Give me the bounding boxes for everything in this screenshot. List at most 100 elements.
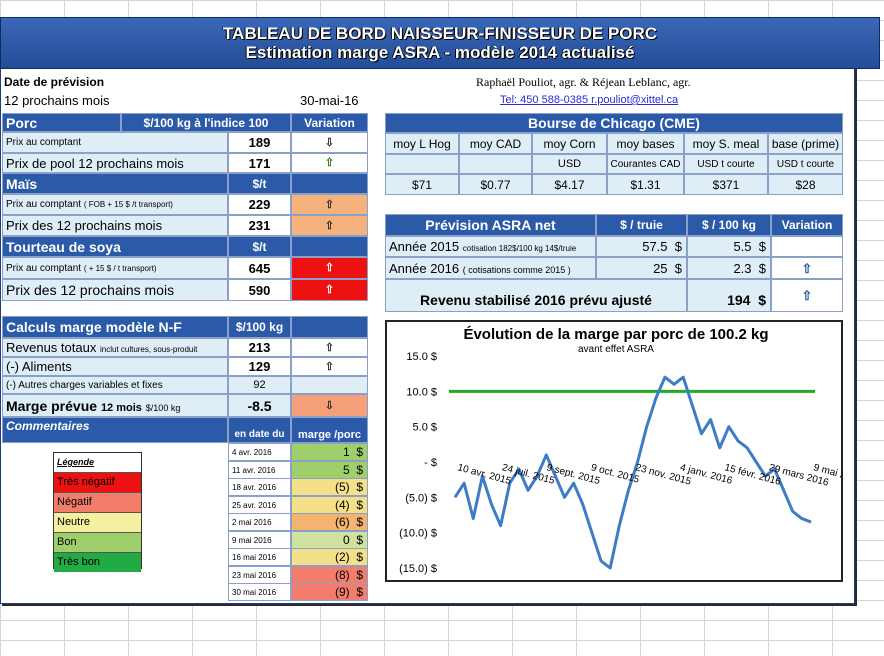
mais-row-value: 229 [228,194,291,215]
down-arrow-icon: ⇩ [291,394,368,417]
comment-row-date: 4 avr. 2016 [228,443,291,461]
asra-row-v2: 5.5 $ [687,236,771,257]
soya-row-note: ( + 15 $ / t transport) [83,264,157,273]
mais-header: Maïs [2,173,228,194]
y-tick-label: - $ [424,457,437,469]
chicago-header: Bourse de Chicago (CME) [385,113,843,133]
mais-header-spacer [291,173,368,194]
up-arrow-icon: ⇧ [291,357,368,376]
comment-row-marge-value: (2) [334,550,350,564]
comment-row-marge: (4) $ [291,495,368,514]
comment-row-marge-value: (8) [334,567,350,582]
comment-row-date: 18 avr. 2016 [228,478,291,496]
marge-label-text: Marge prévue [6,398,98,414]
mais-row-label-text: Prix au comptant [6,199,82,210]
comment-row-marge: (6) $ [291,513,368,531]
calculs-row-variation [291,376,368,394]
legend-items: Très négatif Négatif Neutre Bon Très bon [54,472,141,572]
asra-header: Prévision ASRA net [385,214,596,236]
chicago-col-header: moy L Hog [385,133,459,154]
calculs-row-note: inclut cultures, sous-produit [99,345,198,354]
porc-header: Porc [2,113,121,132]
porc-unit: $/100 kg à l'indice 100 [121,113,291,132]
marge-prevue-label: Marge prévue 12 mois $/100 kg [2,394,228,417]
chicago-col-header: moy CAD [459,133,532,154]
chicago-col-value: $371 [684,174,768,195]
contact-link[interactable]: Tel: 450 588-0385 r.pouliot@xittel.ca [500,94,679,106]
chicago-col-value: $0.77 [459,174,532,195]
asra-col1: $ / truie [596,214,687,236]
up-arrow-icon: ⇧ [291,194,368,215]
legend-item: Très bon [54,552,141,572]
mais-unit: $/t [228,173,291,194]
legend-title: Légende [57,457,95,467]
asra-v2-text: 5.5 [733,239,752,254]
up-arrow-icon: ⇧ [291,257,368,279]
soya-unit: $/t [228,236,291,257]
title-line2: Estimation marge ASRA - modèle 2014 actu… [245,43,635,62]
revenu-label: Revenu stabilisé 2016 prévu ajusté [385,279,687,312]
calculs-row-label-text: Revenus totaux [6,340,97,355]
calculs-row-label: Revenus totaux inclut cultures, sous-pro… [2,338,228,357]
calculs-row-label: (-) Aliments [2,357,228,376]
down-arrow-icon: ⇩ [291,132,368,153]
comment-row-date: 2 mai 2016 [228,513,291,531]
calculs-row-value: 92 [228,376,291,394]
chicago-col-value: $71 [385,174,459,195]
chicago-col-value: $1.31 [607,174,684,195]
asra-row-note: ( cotisations comme 2015 ) [462,265,571,275]
mais-row-value: 231 [228,215,291,236]
calculs-header-spacer [291,316,368,338]
legend-item: Bon [54,532,141,552]
porc-row-label: Prix au comptant [2,132,228,153]
soya-row-label: Prix au comptant ( + 15 $ / t transport) [2,257,228,279]
asra-row-v1: 25 $ [596,257,687,279]
y-tick-label: (10.0) $ [399,528,437,540]
comment-row-marge: 1 $ [291,443,368,461]
calculs-row-label: (-) Autres charges variables et fixes [2,376,228,394]
comment-row-marge: (9) $ [291,583,368,601]
soya-row-label-text: Prix au comptant [6,263,82,274]
chart-subtitle: avant effet ASRA [578,344,654,355]
up-arrow-icon: ⇧ [291,153,368,173]
comment-row-date: 9 mai 2016 [228,530,291,549]
forecast-date: 30-mai-16 [300,93,359,108]
calculs-row-value: 129 [228,357,291,376]
asra-col3: Variation [771,214,843,236]
up-arrow-icon: ⇧ [771,279,843,312]
comment-row-marge: (2) $ [291,548,368,566]
y-tick-label: 10.0 $ [406,386,437,398]
comment-row-date: 30 mai 2016 [228,583,291,601]
calculs-header: Calculs marge modèle N-F [2,316,228,338]
margin-chart: Évolution de la marge par porc de 100.2 … [385,320,843,582]
marge-note3: $/100 kg [145,403,181,413]
legend: Légende Très négatif Négatif Neutre Bon Très… [53,452,142,572]
calculs-unit: $/100 kg [228,316,291,338]
comment-row-date: 16 mai 2016 [228,548,291,566]
comment-row-marge: (8) $ [291,565,368,584]
chicago-col-unit: Courantes CAD [607,154,684,174]
chicago-col-header: base (prime) [768,133,843,154]
asra-row-label-text: Année 2016 [389,261,460,276]
revenu-value-text: 194 [727,292,751,308]
soya-header: Tourteau de soya [2,236,228,257]
chicago-col-value: $28 [768,174,843,195]
title-line1: TABLEAU DE BORD NAISSEUR-FINISSEUR DE PO… [222,24,658,43]
marge-note2: 12 mois [100,402,142,414]
comment-row-date: 23 mai 2016 [228,565,291,584]
legend-item: Négatif [54,492,141,512]
porc-row-label: Prix de pool 12 prochains mois [2,153,228,173]
chicago-col-unit [385,154,459,174]
asra-v1-text: 25 [653,261,668,276]
marge-prevue-value: -8.5 [228,394,291,417]
commentaires-date-header: en date du [228,417,291,443]
soya-row-label: Prix des 12 prochains mois [2,279,228,301]
soya-header-spacer [291,236,368,257]
comment-row-text [2,583,228,601]
comment-row-marge-value: (9) [334,585,350,599]
soya-row-value: 645 [228,257,291,279]
asra-v1-text: 57.5 [642,239,668,254]
comment-row-date: 11 avr. 2016 [228,460,291,479]
up-arrow-icon: ⇧ [771,257,843,279]
chicago-col-value: $4.17 [532,174,607,195]
